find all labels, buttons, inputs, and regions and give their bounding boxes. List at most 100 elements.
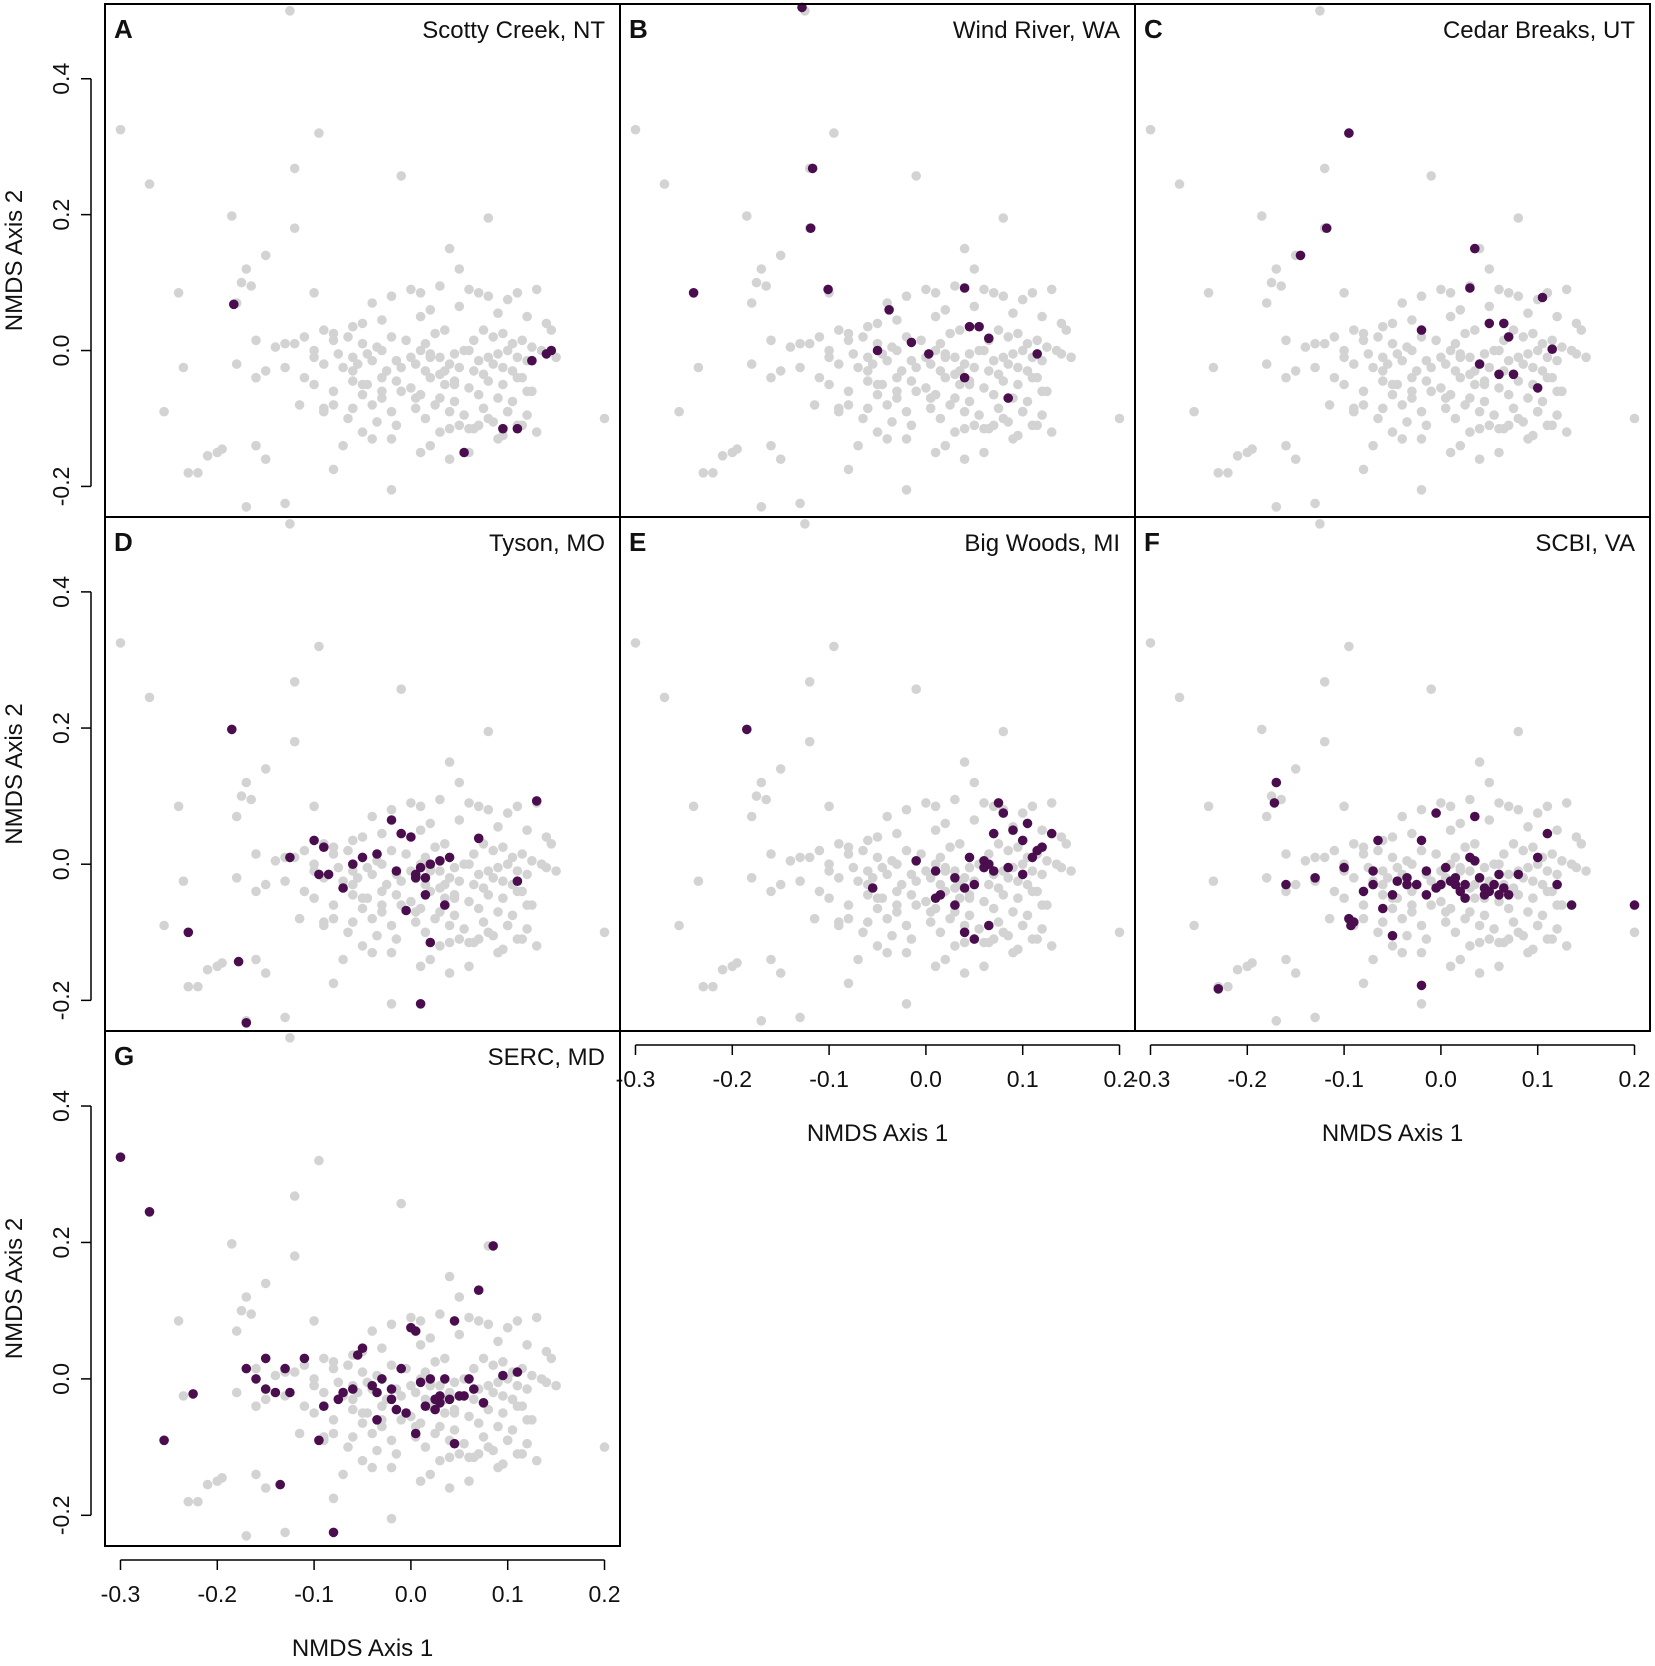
background-point xyxy=(406,383,416,393)
background-point xyxy=(522,1438,532,1449)
background-point xyxy=(328,849,339,859)
background-point xyxy=(979,345,989,356)
background-point xyxy=(464,1476,474,1486)
site-point xyxy=(969,879,980,890)
background-point xyxy=(867,873,878,883)
background-point xyxy=(1537,396,1548,407)
background-point xyxy=(1484,815,1495,825)
background-point xyxy=(775,366,786,376)
background-point xyxy=(746,298,757,308)
background-point xyxy=(173,1316,184,1326)
panel-a: A Scotty Creek, NT -0.2 0.0 0.2 0.4 NMDS Axis … xyxy=(1,3,621,518)
site-point xyxy=(1508,369,1519,380)
background-point xyxy=(473,801,484,812)
background-point xyxy=(1315,6,1325,16)
background-point xyxy=(1407,900,1417,910)
background-point xyxy=(1552,869,1562,880)
site-point xyxy=(1542,828,1553,839)
background-point xyxy=(1416,406,1427,417)
background-point xyxy=(863,366,873,376)
background-point xyxy=(1387,338,1398,349)
background-point xyxy=(1037,825,1047,835)
background-point xyxy=(449,1408,460,1418)
background-point xyxy=(531,1312,542,1323)
panel-site-title: SCBI, VA xyxy=(1535,530,1635,557)
background-point xyxy=(988,420,999,431)
background-point xyxy=(377,900,387,910)
background-point xyxy=(1455,954,1466,965)
panel-d: D Tyson, MO -0.2 0.0 0.2 0.4 NMDS Axis 2 xyxy=(1,516,621,1032)
background-point xyxy=(950,866,960,876)
background-point xyxy=(1470,879,1480,890)
background-point xyxy=(299,1401,310,1411)
background-point xyxy=(940,866,951,876)
site-point xyxy=(979,856,989,866)
background-point xyxy=(309,1374,319,1384)
background-point xyxy=(1037,410,1047,420)
background-point xyxy=(415,1340,426,1350)
background-point xyxy=(444,243,455,254)
background-point xyxy=(1281,954,1291,965)
site-point xyxy=(377,1374,387,1384)
background-point xyxy=(319,1353,329,1364)
background-point xyxy=(940,372,951,383)
background-point xyxy=(488,332,499,342)
background-point xyxy=(925,359,936,369)
background-point xyxy=(1513,726,1524,737)
background-point xyxy=(979,961,989,972)
background-point xyxy=(935,338,946,349)
background-point xyxy=(858,332,868,342)
site-point xyxy=(415,1377,426,1388)
background-point xyxy=(348,835,358,846)
background-point xyxy=(478,325,489,335)
site-point xyxy=(872,345,883,356)
background-point xyxy=(1537,366,1548,376)
background-point xyxy=(1426,362,1436,373)
background-point xyxy=(1378,879,1388,890)
background-point xyxy=(1022,338,1033,349)
background-point xyxy=(766,849,776,859)
background-point xyxy=(974,924,984,934)
background-point xyxy=(935,366,946,376)
background-point xyxy=(1523,393,1533,403)
background-point xyxy=(280,1012,290,1023)
x-tick-label: -0.1 xyxy=(809,1066,849,1092)
background-point xyxy=(674,920,684,931)
background-point xyxy=(853,954,863,965)
background-point xyxy=(988,288,999,298)
background-point xyxy=(993,403,1004,414)
background-point xyxy=(415,447,426,458)
background-point xyxy=(1223,468,1233,478)
site-point xyxy=(1358,886,1369,897)
background-point xyxy=(386,434,397,444)
background-point xyxy=(348,366,358,376)
background-point xyxy=(1518,845,1528,856)
background-point xyxy=(386,406,397,417)
background-point xyxy=(483,927,494,938)
background-point xyxy=(1537,338,1548,349)
background-point xyxy=(1455,440,1466,451)
background-point xyxy=(348,352,358,363)
background-point xyxy=(761,281,771,291)
background-point xyxy=(512,372,523,383)
background-series xyxy=(1145,6,1640,512)
background-point xyxy=(1440,907,1451,917)
background-point xyxy=(998,376,1009,386)
background-point xyxy=(872,941,883,951)
background-point xyxy=(1013,842,1023,852)
background-point xyxy=(236,277,247,288)
site-point xyxy=(159,1435,169,1446)
background-point xyxy=(178,1391,189,1401)
background-point xyxy=(391,1449,402,1459)
background-point xyxy=(251,372,261,383)
panel-e: E Big Woods, MI -0.3 -0.2 -0.1 0.0 0.1 0.2 NMDS … xyxy=(616,516,1136,1147)
background-point xyxy=(1022,366,1033,376)
background-point xyxy=(202,1479,213,1490)
site-point xyxy=(372,1415,382,1425)
background-point xyxy=(401,335,411,346)
background-point xyxy=(454,1449,465,1459)
panel-letter: A xyxy=(114,14,133,44)
background-point xyxy=(1008,434,1018,444)
background-point xyxy=(270,1370,281,1381)
background-point xyxy=(1450,366,1461,376)
